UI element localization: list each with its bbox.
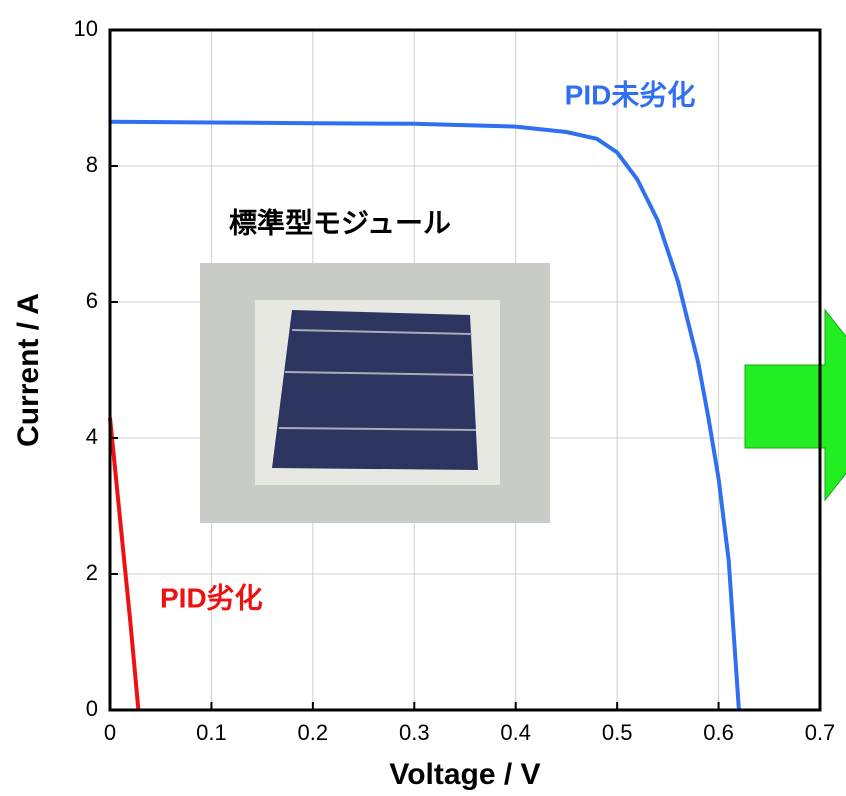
annotation: 標準型モジュール [229, 206, 451, 238]
chart: Voltage / V Current / A 標準型モジュール 0 0.1 0.2… [0, 0, 846, 796]
series-label: PID劣化 [160, 582, 263, 613]
x-tick-label: 0.5 [602, 720, 633, 745]
x-tick-label: 0.4 [500, 720, 531, 745]
y-tick-label: 8 [86, 152, 98, 177]
y-tick-label: 4 [86, 424, 98, 449]
x-axis-label: Voltage / V [389, 758, 540, 791]
y-tick-label: 0 [86, 696, 98, 721]
module-photo [200, 263, 550, 523]
x-tick-label: 0.2 [298, 720, 329, 745]
x-tick-label: 0.6 [703, 720, 734, 745]
page: Voltage / V Current / A 標準型モジュール 0 0.1 0.2… [0, 0, 846, 796]
y-tick-label: 10 [74, 16, 98, 41]
x-tick-label: 0.7 [805, 720, 836, 745]
series-label: PID未劣化 [565, 79, 696, 110]
y-tick-label: 2 [86, 560, 98, 585]
x-tick-label: 0.1 [196, 720, 227, 745]
y-tick-label: 6 [86, 288, 98, 313]
y-axis-label: Current / A [12, 293, 45, 447]
x-tick-label: 0 [104, 720, 116, 745]
x-tick-label: 0.3 [399, 720, 430, 745]
